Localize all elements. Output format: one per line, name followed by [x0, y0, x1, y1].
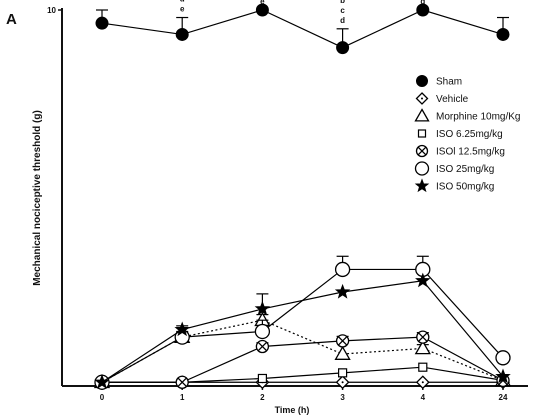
legend-marker-sham	[416, 75, 428, 87]
point-isol-12-5mg-kg-3	[335, 334, 350, 348]
x-tick-label-24: 24	[499, 393, 508, 402]
legend-item-iso-6-25mg-kg: ISO 6.25mg/kg	[417, 129, 503, 140]
point-iso-25mg-kg-5	[495, 350, 511, 366]
point-iso-50mg-kg-1	[174, 321, 190, 337]
series-line-sham	[101, 9, 504, 49]
point-isol-12-5mg-kg-2	[255, 339, 270, 354]
point-morphine-10mg-kg-4	[414, 340, 431, 355]
series-iso-25mg-kg	[94, 255, 511, 390]
x-tick-labels: 0 1 2 3 4 24	[100, 393, 508, 402]
legend-label-iso-50mg-kg: ISO 50mg/kg	[436, 182, 494, 193]
annotation-x-1: cde	[180, 0, 185, 14]
point-iso-50mg-kg-2	[254, 300, 271, 316]
legend-marker-morphine-10mg-kg	[414, 108, 430, 122]
series-line-iso-50mg-kg	[101, 280, 504, 383]
point-iso-50mg-kg-3	[334, 283, 351, 299]
point-iso-50mg-kg-4	[415, 272, 431, 288]
x-axis-label: Time (h)	[275, 405, 310, 415]
annotation-layer: cdecdebcdbcd	[180, 0, 426, 25]
point-isol-12-5mg-kg-4	[416, 330, 430, 344]
series-layer	[93, 3, 512, 390]
legend-label-iso-25mg-kg: ISO 25mg/kg	[436, 164, 494, 175]
annotation-letter-1-e: e	[180, 5, 185, 14]
point-isol-12-5mg-kg-1	[175, 375, 189, 389]
panel-label: A	[6, 11, 17, 28]
series-line-iso-25mg-kg	[101, 268, 504, 383]
legend-label-vehicle: Vehicle	[436, 94, 469, 105]
annotation-letter-1-d: d	[180, 0, 185, 4]
point-sham-1	[175, 27, 189, 41]
series-iso-50mg-kg	[94, 272, 511, 389]
series-line-iso-6-25mg-kg	[102, 366, 504, 383]
annotation-letter-3-c: c	[340, 6, 345, 15]
legend-item-iso-50mg-kg: ISO 50mg/kg	[414, 178, 494, 193]
annotation-letter-3-d: d	[340, 16, 345, 25]
point-vehicle-4	[415, 375, 430, 390]
legend-marker-iso-50mg-kg	[414, 178, 430, 193]
annotation-x-4: bcd	[420, 0, 425, 6]
point-iso-50mg-kg-5	[495, 368, 511, 384]
point-iso-25mg-kg-2	[254, 323, 271, 340]
x-tick-label-1: 1	[180, 393, 185, 402]
annotation-letter-2-e: e	[260, 0, 265, 6]
legend-label-isol-12-5mg-kg: ISOl 12.5mg/kg	[436, 147, 505, 158]
annotation-letter-4-d: d	[420, 0, 425, 6]
legend-item-iso-25mg-kg: ISO 25mg/kg	[414, 161, 494, 176]
legend-label-sham: Sham	[436, 77, 462, 88]
point-sham-3	[336, 41, 350, 55]
y-tick-labels: 10	[47, 6, 56, 15]
legend-label-iso-6-25mg-kg: ISO 6.25mg/kg	[436, 129, 503, 140]
x-tick-label-2: 2	[260, 393, 265, 402]
point-iso-50mg-kg-0	[94, 374, 110, 389]
x-tick-label-4: 4	[421, 393, 426, 402]
legend-item-vehicle: Vehicle	[415, 92, 469, 105]
legend-label-morphine-10mg-kg: Morphine 10mg/Kg	[436, 112, 521, 123]
point-sham-4	[416, 3, 430, 17]
point-iso-6-25mg-kg-2	[257, 373, 267, 384]
point-iso-6-25mg-kg-4	[418, 362, 428, 372]
legend-item-isol-12-5mg-kg: ISOl 12.5mg/kg	[415, 144, 505, 158]
point-iso-6-25mg-kg-3	[338, 368, 348, 378]
series-line-morphine-10mg-kg	[101, 319, 504, 383]
legend-marker-iso-25mg-kg	[414, 161, 430, 176]
legend-marker-isol-12-5mg-kg	[415, 144, 429, 158]
point-sham-2	[255, 3, 269, 17]
point-morphine-10mg-kg-3	[334, 345, 351, 360]
annotation-letter-3-b: b	[340, 0, 345, 5]
point-sham-5	[496, 27, 510, 41]
legend: Sham Vehicle Morphine 10mg/Kg ISO 6.25mg/kg…	[414, 75, 521, 193]
legend-item-morphine-10mg-kg: Morphine 10mg/Kg	[414, 108, 521, 123]
annotation-x-2: cde	[260, 0, 265, 6]
series-line-isol-12-5mg-kg	[102, 336, 504, 383]
point-iso-25mg-kg-3	[334, 261, 351, 278]
y-tick-label-10: 10	[47, 6, 56, 15]
x-tick-label-0: 0	[100, 393, 105, 402]
series-sham	[95, 3, 510, 55]
series-isol-12-5mg-kg	[95, 330, 510, 389]
legend-marker-iso-6-25mg-kg	[417, 129, 427, 138]
legend-marker-vehicle	[415, 92, 429, 105]
y-axis-label: Mechanical nociceptive threshold (g)	[32, 110, 43, 286]
point-sham-0	[95, 16, 109, 30]
x-tick-label-3: 3	[340, 393, 345, 402]
legend-item-sham: Sham	[416, 75, 462, 88]
annotation-x-3: bcd	[340, 0, 345, 25]
point-vehicle-3	[335, 375, 350, 390]
